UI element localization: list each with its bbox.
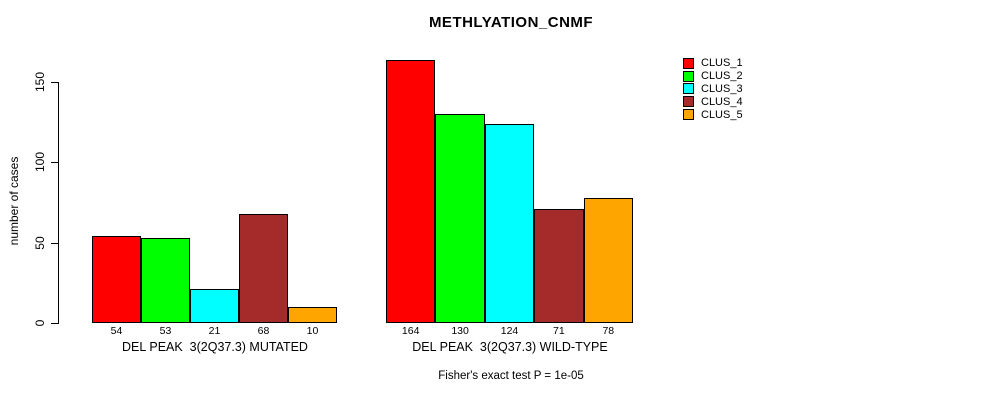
legend-item-clus_4: CLUS_4 [683,95,743,108]
y-axis-label: number of cases [7,156,21,246]
group-label-mutated: DEL PEAK 3(2Q37.3) MUTATED [122,340,308,354]
y-tick-mark-0 [51,323,59,324]
legend-swatch-clus_5 [683,109,694,121]
bar-clus_2-group1 [141,237,190,323]
y-tick-label-150: 150 [33,71,47,93]
value-label-clus_2-group1: 53 [159,325,172,337]
value-label-clus_4-group1: 68 [257,325,270,337]
value-label-clus_4-group2: 71 [553,325,565,337]
bar-clus_1-group2 [386,59,436,323]
legend-swatch-clus_2 [683,70,694,82]
value-label-clus_3-group1: 21 [208,325,221,337]
bar-clus_4-group2 [534,208,584,323]
value-label-clus_2-group2: 130 [451,325,469,337]
bar-clus_3-group2 [484,123,535,323]
bar-clus_5-group2 [583,197,633,323]
legend-item-clus_3: CLUS_3 [683,83,743,96]
y-tick-mark-50 [51,243,59,244]
chart-title: METHLYATION_CNMF [428,14,594,31]
y-tick-label-0: 0 [33,319,47,327]
legend-label-clus_3: CLUS_3 [701,82,743,95]
legend-label-clus_4: CLUS_4 [701,95,743,108]
legend-item-clus_5: CLUS_5 [683,108,743,121]
legend-label-clus_5: CLUS_5 [701,108,743,121]
legend-item-clus_2: CLUS_2 [683,70,743,83]
legend-swatch-clus_1 [683,57,694,69]
bar-clus_4-group1 [239,213,288,323]
legend-label-clus_1: CLUS_1 [701,57,743,70]
value-label-clus_5-group2: 78 [602,325,615,337]
y-tick-label-100: 100 [33,151,47,173]
y-tick-mark-100 [51,162,59,163]
y-axis-line [58,82,59,324]
y-tick-label-50: 50 [33,236,47,250]
value-label-clus_5-group1: 10 [306,325,319,337]
value-label-clus_1-group1: 54 [110,325,123,337]
legend: CLUS_1 CLUS_2 CLUS_3 CLUS_4 CLUS_5 [683,57,743,121]
bar-clus_1-group1 [92,236,141,323]
group-label-wild-type: DEL PEAK 3(2Q37.3) WILD-TYPE [412,340,608,354]
legend-swatch-clus_4 [683,96,694,108]
bar-clus_3-group1 [190,289,239,323]
legend-swatch-clus_3 [683,83,694,95]
legend-item-clus_1: CLUS_1 [683,57,743,70]
bar-clus_5-group1 [288,306,337,323]
bar-clus_2-group2 [435,114,485,323]
legend-label-clus_2: CLUS_2 [701,70,743,83]
value-label-clus_1-group2: 164 [401,325,420,337]
y-tick-mark-150 [51,82,59,83]
fisher-test-annotation: Fisher's exact test P = 1e-05 [438,370,584,382]
value-label-clus_3-group2: 124 [500,325,519,337]
